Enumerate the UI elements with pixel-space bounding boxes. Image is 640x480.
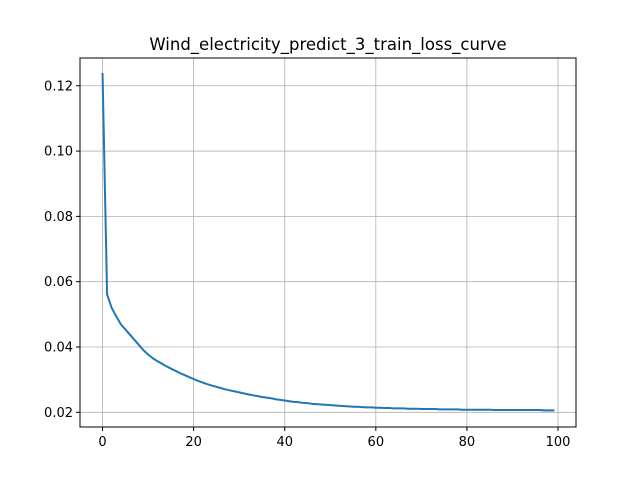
y-tick-label: 0.04 (44, 340, 73, 355)
x-tick-label: 60 (368, 435, 385, 450)
axis-ticks: 0 20 40 60 80 100 0.02 0.04 0.06 0.08 0.10 0.12 (44, 79, 570, 450)
y-tick-label: 0.02 (44, 406, 73, 421)
x-tick-label: 100 (546, 435, 571, 450)
x-tick-label: 40 (276, 435, 293, 450)
y-tick-label: 0.08 (44, 210, 73, 225)
grid-lines (80, 58, 576, 427)
y-tick-label: 0.12 (44, 79, 73, 94)
y-tick-label: 0.06 (44, 275, 73, 290)
x-tick-label: 0 (98, 435, 106, 450)
series-layer (101, 72, 555, 412)
x-tick-label: 20 (185, 435, 202, 450)
chart-title: Wind_electricity_predict_3_train_loss_cu… (149, 35, 506, 55)
train-loss-line (101, 72, 555, 412)
x-tick-label: 80 (459, 435, 476, 450)
plot-frame (79, 57, 577, 428)
y-tick-label: 0.10 (44, 145, 73, 160)
